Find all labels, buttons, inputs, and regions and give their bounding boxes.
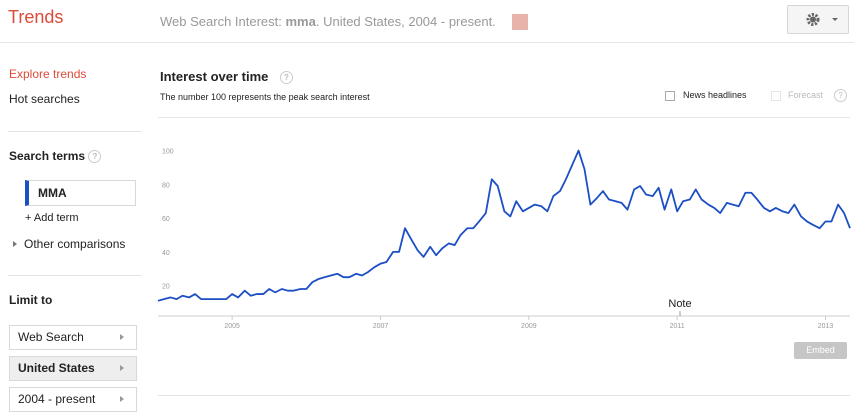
y-tick-label: 40 [162,250,170,257]
y-tick-label: 20 [162,284,170,291]
share-icon[interactable] [512,14,528,30]
embed-button[interactable]: Embed [794,342,847,359]
y-tick-label: 60 [162,216,170,223]
x-tick-label: 2007 [373,323,389,330]
help-icon[interactable]: ? [88,150,102,164]
option-label[interactable]: News headlines [683,90,747,100]
series-line [157,149,851,302]
filter[interactable]: Web Search [9,325,137,350]
chart-subtitle: The number 100 represents the peak searc… [160,92,370,102]
divider [8,275,142,276]
chart-title: Interest over time [160,69,269,84]
header-divider [0,42,854,43]
add-term[interactable]: + Add term [25,212,79,224]
nav-link[interactable]: Hot searches [9,92,80,106]
section-title: Search terms ? [9,149,102,164]
x-tick-label: 2009 [521,323,537,330]
chart-header: Interest over time ? [160,69,293,85]
limit-title: Limit to [9,293,53,307]
divider [158,395,850,396]
logo[interactable]: Trends [8,7,64,27]
filter[interactable]: 2004 - present [9,387,137,412]
annotation: Note [668,298,691,310]
help-icon[interactable]: ? [280,71,293,85]
query-summary: Web Search Interest: mma. United States,… [160,14,496,29]
search-terms-title: Search terms [9,149,86,163]
divider [8,131,142,132]
y-tick-label: 100 [162,149,174,156]
query-term: mma [285,14,316,29]
help-icon[interactable]: ? [834,89,847,102]
checkbox[interactable] [665,91,675,101]
option-label: Forecast [788,90,824,100]
divider [158,117,850,118]
filter[interactable]: United States [9,356,137,381]
other-comparisons[interactable]: Other comparisons [24,237,126,251]
query-suffix: . United States, 2004 - present. [315,14,496,29]
term-box[interactable]: MMA [25,180,136,206]
nav-link[interactable]: Explore trends [9,67,87,81]
x-tick-label: 2005 [224,323,240,330]
checkbox [771,91,781,101]
expand-arrow [13,241,17,247]
x-tick-label: 2013 [818,323,834,330]
y-tick-label: 80 [162,182,170,189]
settings-button[interactable] [787,5,849,34]
gear-icon [806,13,838,26]
query-prefix: Web Search Interest: [160,14,282,29]
x-tick-label: 2011 [670,323,685,330]
